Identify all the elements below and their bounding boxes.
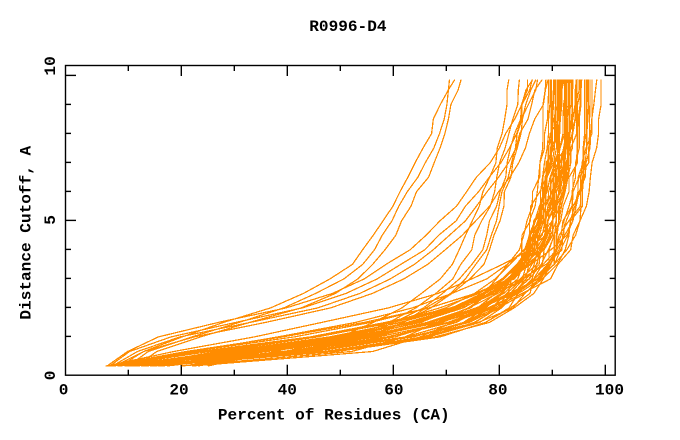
svg-text:80: 80 — [488, 382, 507, 400]
svg-text:Distance Cutoff, A: Distance Cutoff, A — [18, 145, 36, 319]
svg-text:Percent of Residues (CA): Percent of Residues (CA) — [218, 407, 450, 425]
svg-text:100: 100 — [595, 382, 624, 400]
svg-text:20: 20 — [169, 382, 188, 400]
svg-text:10: 10 — [42, 56, 60, 75]
svg-text:0: 0 — [42, 371, 60, 381]
svg-text:60: 60 — [384, 382, 403, 400]
svg-text:5: 5 — [42, 215, 60, 225]
svg-text:0: 0 — [59, 382, 69, 400]
svg-text:40: 40 — [278, 382, 297, 400]
svg-text:R0996-D4: R0996-D4 — [309, 18, 387, 36]
